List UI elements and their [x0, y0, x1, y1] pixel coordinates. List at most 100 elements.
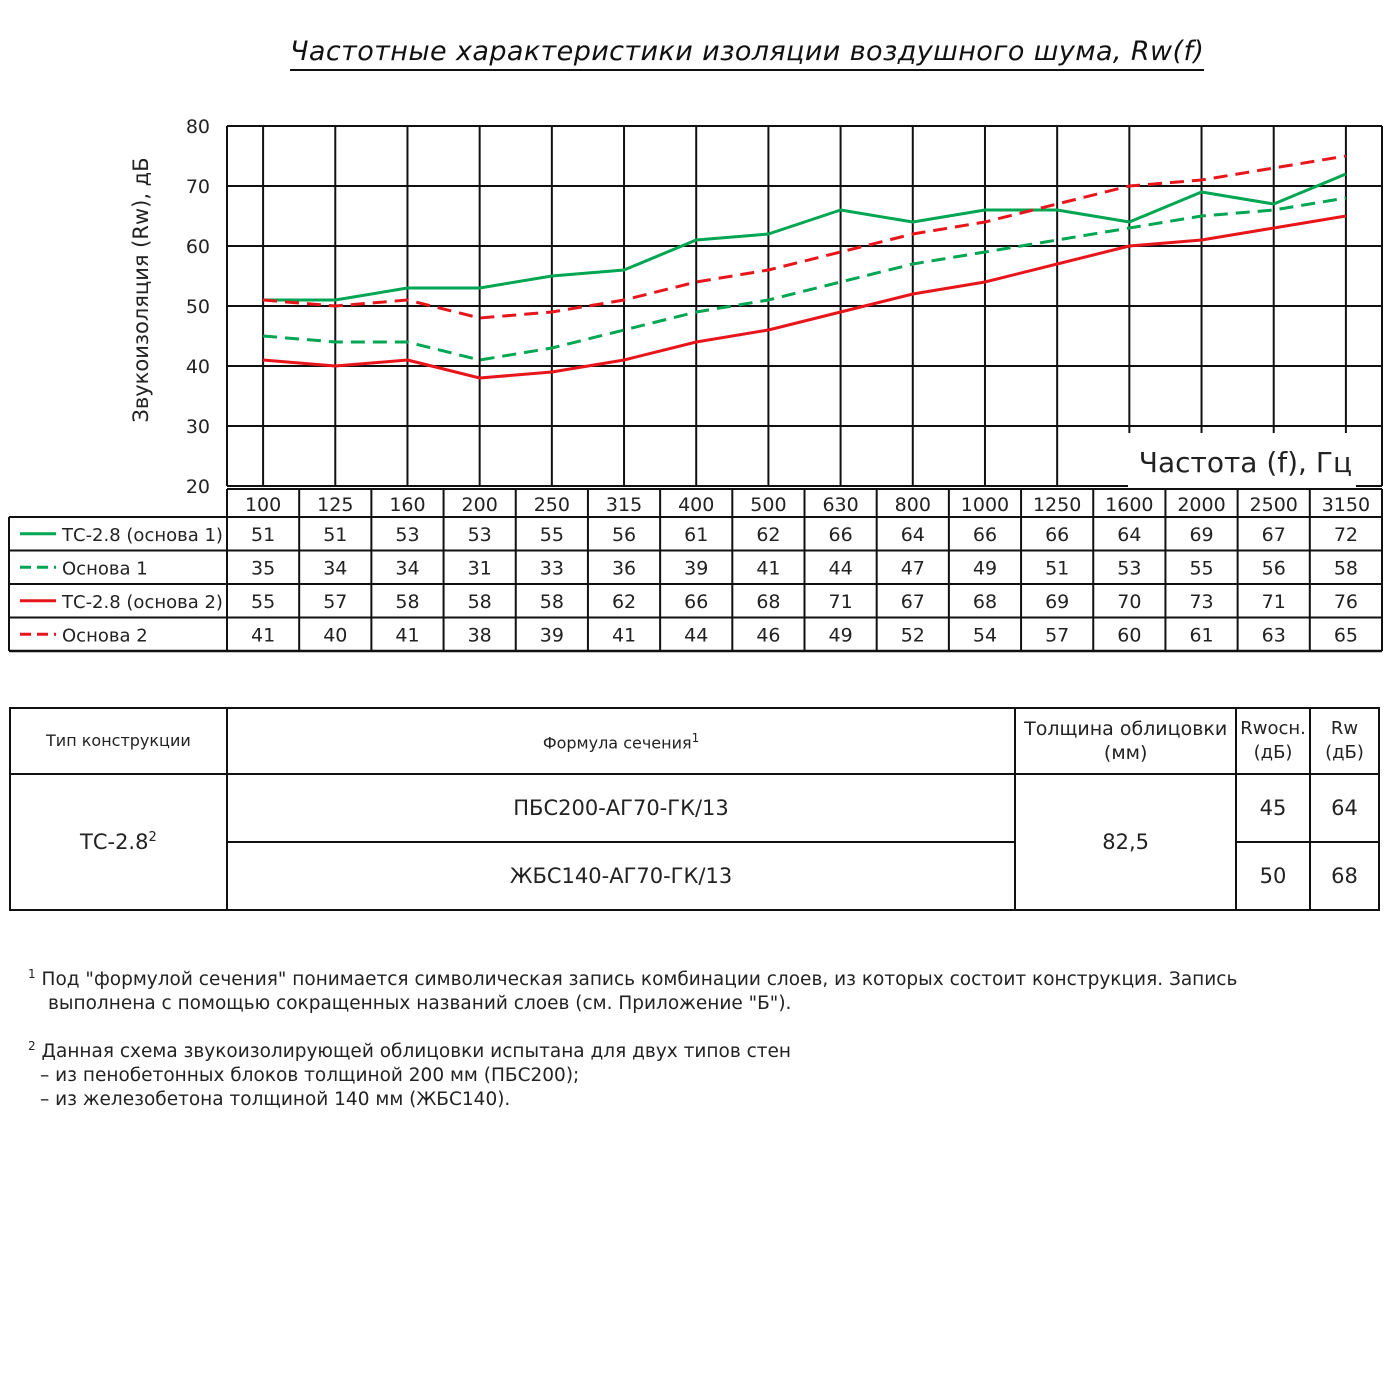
grid [226, 125, 1383, 487]
x-tick-label: 1600 [1105, 494, 1153, 516]
y-tick-label: 30 [186, 416, 210, 438]
rw-cell: 68 [1309, 841, 1380, 911]
y-tick-label: 40 [186, 356, 210, 378]
data-value-label: 41 [251, 624, 275, 646]
header-thickness: Толщина облицовки (мм) [1014, 707, 1238, 775]
x-tick-label: 1000 [961, 494, 1009, 516]
data-value-label: 49 [829, 624, 853, 646]
x-tick-label: 160 [389, 494, 425, 516]
legend-label: Основа 1 [62, 558, 148, 579]
data-value-label: 76 [1334, 591, 1358, 613]
data-value-label: 68 [756, 591, 780, 613]
x-tick-label: 1250 [1033, 494, 1081, 516]
construction-table: Тип конструкции Формула сечения1 Толщина… [9, 707, 1380, 911]
data-value-label: 41 [756, 557, 780, 579]
y-tick-label: 80 [186, 116, 210, 138]
y-axis-ticks: 20 30 40 50 60 70 80 [186, 116, 210, 498]
data-value-label: 73 [1189, 591, 1213, 613]
data-value-label: 39 [540, 624, 564, 646]
series-line [263, 172, 1347, 302]
data-value-label: 69 [1045, 591, 1069, 613]
data-value-label: 38 [468, 624, 492, 646]
data-value-label: 55 [1189, 557, 1213, 579]
legend-label: Основа 2 [62, 625, 148, 646]
series-line [262, 196, 1347, 362]
rw-base-cell: 45 [1235, 773, 1312, 843]
data-value-label: 52 [901, 624, 925, 646]
data-value-label: 66 [684, 591, 708, 613]
y-axis-label: Звукоизоляция (Rw), дБ [129, 157, 153, 422]
data-value-label: 64 [1117, 524, 1141, 546]
x-tick-label: 400 [678, 494, 714, 516]
header-type: Тип конструкции [9, 707, 228, 775]
data-value-label: 39 [684, 557, 708, 579]
data-value-label: 35 [251, 557, 275, 579]
data-value-label: 58 [468, 591, 492, 613]
data-value-label: 44 [684, 624, 708, 646]
rw-base-cell: 50 [1235, 841, 1312, 911]
data-value-label: 31 [468, 557, 492, 579]
type-cell: ТС-2.82 [9, 773, 228, 911]
data-value-label: 34 [323, 557, 347, 579]
x-tick-label: 200 [462, 494, 498, 516]
y-tick-label: 50 [186, 296, 210, 318]
data-value-label: 51 [323, 524, 347, 546]
data-value-label: 68 [973, 591, 997, 613]
x-tick-label: 500 [750, 494, 786, 516]
data-value-label: 58 [540, 591, 564, 613]
x-axis-label: Частота (f), Гц [1139, 446, 1352, 479]
chart: 20 30 40 50 60 70 80 Звукоизоляция (Rw), дБ Ча… [8, 116, 1383, 653]
data-value-label: 65 [1334, 624, 1358, 646]
y-tick-label: 70 [186, 176, 210, 198]
data-value-label: 51 [1045, 557, 1069, 579]
series-line [262, 214, 1347, 380]
series-lines [262, 154, 1347, 380]
data-value-label: 67 [1262, 524, 1286, 546]
data-value-label: 67 [901, 591, 925, 613]
data-value-label: 53 [468, 524, 492, 546]
data-value-label: 57 [323, 591, 347, 613]
data-value-label: 60 [1117, 624, 1141, 646]
data-value-label: 51 [251, 524, 275, 546]
data-value-label: 55 [251, 591, 275, 613]
data-value-label: 63 [1262, 624, 1286, 646]
data-value-label: 72 [1334, 524, 1358, 546]
x-tick-label: 315 [606, 494, 642, 516]
data-value-label: 41 [612, 624, 636, 646]
data-value-label: 62 [756, 524, 780, 546]
data-value-label: 44 [829, 557, 853, 579]
x-axis-label-bg [1128, 433, 1356, 487]
y-tick-label: 20 [186, 476, 210, 498]
data-value-label: 40 [323, 624, 347, 646]
data-value-label: 71 [1262, 591, 1286, 613]
data-value-label: 66 [1045, 524, 1069, 546]
data-value-label: 54 [973, 624, 997, 646]
data-value-label: 58 [395, 591, 419, 613]
data-value-label: 64 [901, 524, 925, 546]
data-value-label: 69 [1189, 524, 1213, 546]
x-tick-label: 125 [317, 494, 353, 516]
x-tick-label: 630 [822, 494, 858, 516]
data-value-label: 55 [540, 524, 564, 546]
footnote-1: 1 Под "формулой сечения" понимается симв… [28, 967, 1238, 1015]
data-value-label: 70 [1117, 591, 1141, 613]
x-tick-label: 250 [534, 494, 570, 516]
y-tick-label: 60 [186, 236, 210, 258]
header-rw-base: Rwосн. (дБ) [1235, 707, 1312, 775]
data-value-label: 71 [829, 591, 853, 613]
formula-cell: ПБС200-АГ70-ГК/13 [225, 773, 1017, 843]
data-value-label: 56 [1262, 557, 1286, 579]
rw-cell: 64 [1309, 773, 1380, 843]
x-tick-label: 800 [895, 494, 931, 516]
data-value-label: 46 [756, 624, 780, 646]
data-value-label: 62 [612, 591, 636, 613]
series-line [262, 154, 1347, 320]
data-value-label: 66 [973, 524, 997, 546]
header-rw: Rw (дБ) [1309, 707, 1380, 775]
thickness-cell: 82,5 [1014, 773, 1238, 911]
legend-label: ТС-2.8 (основа 1) [61, 525, 223, 546]
x-tick-label: 3150 [1322, 494, 1370, 516]
data-value-label: 57 [1045, 624, 1069, 646]
formula-cell: ЖБС140-АГ70-ГК/13 [225, 841, 1017, 911]
data-value-label: 41 [395, 624, 419, 646]
